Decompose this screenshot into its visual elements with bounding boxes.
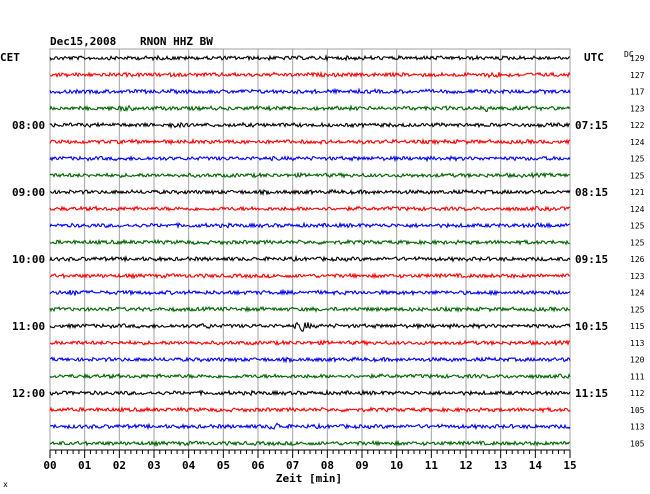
trace-row-21-red bbox=[49, 405, 571, 414]
x-tick-label: 10 bbox=[390, 459, 403, 472]
trace-row-12-black bbox=[49, 254, 571, 263]
left-time-label: 12:00 bbox=[12, 387, 45, 400]
x-tick-label: 04 bbox=[182, 459, 196, 472]
dc-value: 126 bbox=[630, 255, 645, 264]
right-time-label: 11:15 bbox=[575, 387, 608, 400]
dc-values: 129 127 117 123 122 124 125 125 121 124 125 125 126 1… bbox=[630, 54, 645, 448]
trace-row-17-red bbox=[49, 338, 571, 347]
trace-row-1-red bbox=[49, 70, 571, 79]
x-tick-label: 15 bbox=[563, 459, 576, 472]
trace-row-18-blue bbox=[49, 356, 571, 364]
chart-date: Dec15,2008 bbox=[50, 35, 116, 48]
x-tick-label: 07 bbox=[286, 459, 299, 472]
trace-row-22-blue bbox=[49, 422, 571, 431]
dc-value: 117 bbox=[630, 88, 645, 97]
trace-row-23-green bbox=[49, 439, 571, 447]
trace-row-7-green bbox=[49, 171, 571, 179]
dc-value: 105 bbox=[630, 406, 645, 415]
dc-label: DC bbox=[624, 50, 634, 59]
left-time-labels: 08:00 09:00 10:00 11:00 12:00 bbox=[12, 119, 45, 400]
trace-row-8-black bbox=[49, 188, 571, 197]
dc-value: 121 bbox=[630, 188, 645, 197]
x-tick-label: 09 bbox=[355, 459, 368, 472]
left-time-label: 08:00 bbox=[12, 119, 45, 132]
right-time-labels: 07:15 08:15 09:15 10:15 11:15 bbox=[575, 119, 608, 400]
x-tick-label: 14 bbox=[529, 459, 543, 472]
dc-value: 113 bbox=[630, 423, 645, 432]
x-axis: 00 01 02 03 04 05 06 07 08 09 10 11 12 13 14 15 bbox=[43, 449, 577, 472]
x-tick-label: 03 bbox=[147, 459, 160, 472]
trace-row-4-black bbox=[49, 121, 571, 130]
trace-row-13-red bbox=[49, 272, 571, 280]
x-tick-label: 05 bbox=[217, 459, 230, 472]
dc-value: 120 bbox=[630, 356, 645, 365]
right-time-label: 07:15 bbox=[575, 119, 608, 132]
left-zone-label: CET bbox=[0, 51, 20, 64]
x-tick-label: 06 bbox=[251, 459, 265, 472]
dc-value: 124 bbox=[630, 289, 645, 298]
left-time-label: 11:00 bbox=[12, 320, 45, 333]
x-tick-label: 01 bbox=[78, 459, 92, 472]
dc-value: 125 bbox=[630, 305, 645, 314]
x-tick-label: 12 bbox=[459, 459, 472, 472]
x-tick-label: 00 bbox=[43, 459, 56, 472]
trace-row-0-black bbox=[49, 54, 571, 63]
dc-value: 111 bbox=[630, 372, 645, 381]
dc-value: 123 bbox=[630, 272, 645, 281]
trace-row-5-red bbox=[49, 137, 571, 146]
x-tick-label: 11 bbox=[425, 459, 439, 472]
chart-station: RNON HHZ BW bbox=[140, 35, 213, 48]
right-time-label: 08:15 bbox=[575, 186, 608, 199]
trace-row-6-blue bbox=[49, 154, 571, 163]
dc-value: 129 bbox=[630, 54, 645, 63]
dc-value: 113 bbox=[630, 339, 645, 348]
dc-value: 122 bbox=[630, 121, 645, 130]
right-zone-label: UTC bbox=[584, 51, 604, 64]
trace-row-2-blue bbox=[49, 87, 571, 96]
dc-value: 125 bbox=[630, 222, 645, 231]
dc-value: 125 bbox=[630, 155, 645, 164]
x-tick-label: 08 bbox=[321, 459, 334, 472]
left-time-label: 09:00 bbox=[12, 186, 45, 199]
right-time-label: 10:15 bbox=[575, 320, 608, 333]
trace-row-20-black bbox=[49, 388, 571, 397]
dc-value: 125 bbox=[630, 238, 645, 247]
dc-value: 123 bbox=[630, 104, 645, 113]
grid bbox=[49, 48, 571, 451]
footer-mark: x bbox=[3, 480, 8, 489]
dc-value: 105 bbox=[630, 439, 645, 448]
x-tick-label: 13 bbox=[494, 459, 507, 472]
trace-row-15-green bbox=[49, 305, 571, 313]
trace-row-10-blue bbox=[49, 221, 571, 230]
x-axis-label: Zeit [min] bbox=[276, 472, 342, 485]
trace-row-9-red bbox=[49, 205, 571, 213]
dc-value: 115 bbox=[630, 322, 645, 331]
right-time-label: 09:15 bbox=[575, 253, 608, 266]
trace-row-19-green bbox=[49, 372, 571, 380]
trace-row-16-black bbox=[49, 321, 571, 332]
seismogram-traces bbox=[49, 54, 571, 447]
dc-value: 125 bbox=[630, 171, 645, 180]
dc-value: 124 bbox=[630, 138, 645, 147]
dc-value: 127 bbox=[630, 71, 645, 80]
x-tick-label: 02 bbox=[113, 459, 126, 472]
trace-row-14-blue bbox=[49, 288, 571, 297]
trace-row-11-green bbox=[49, 238, 571, 246]
dc-value: 124 bbox=[630, 205, 645, 214]
trace-row-3-green bbox=[49, 104, 571, 113]
left-time-label: 10:00 bbox=[12, 253, 45, 266]
dc-value: 112 bbox=[630, 389, 645, 398]
